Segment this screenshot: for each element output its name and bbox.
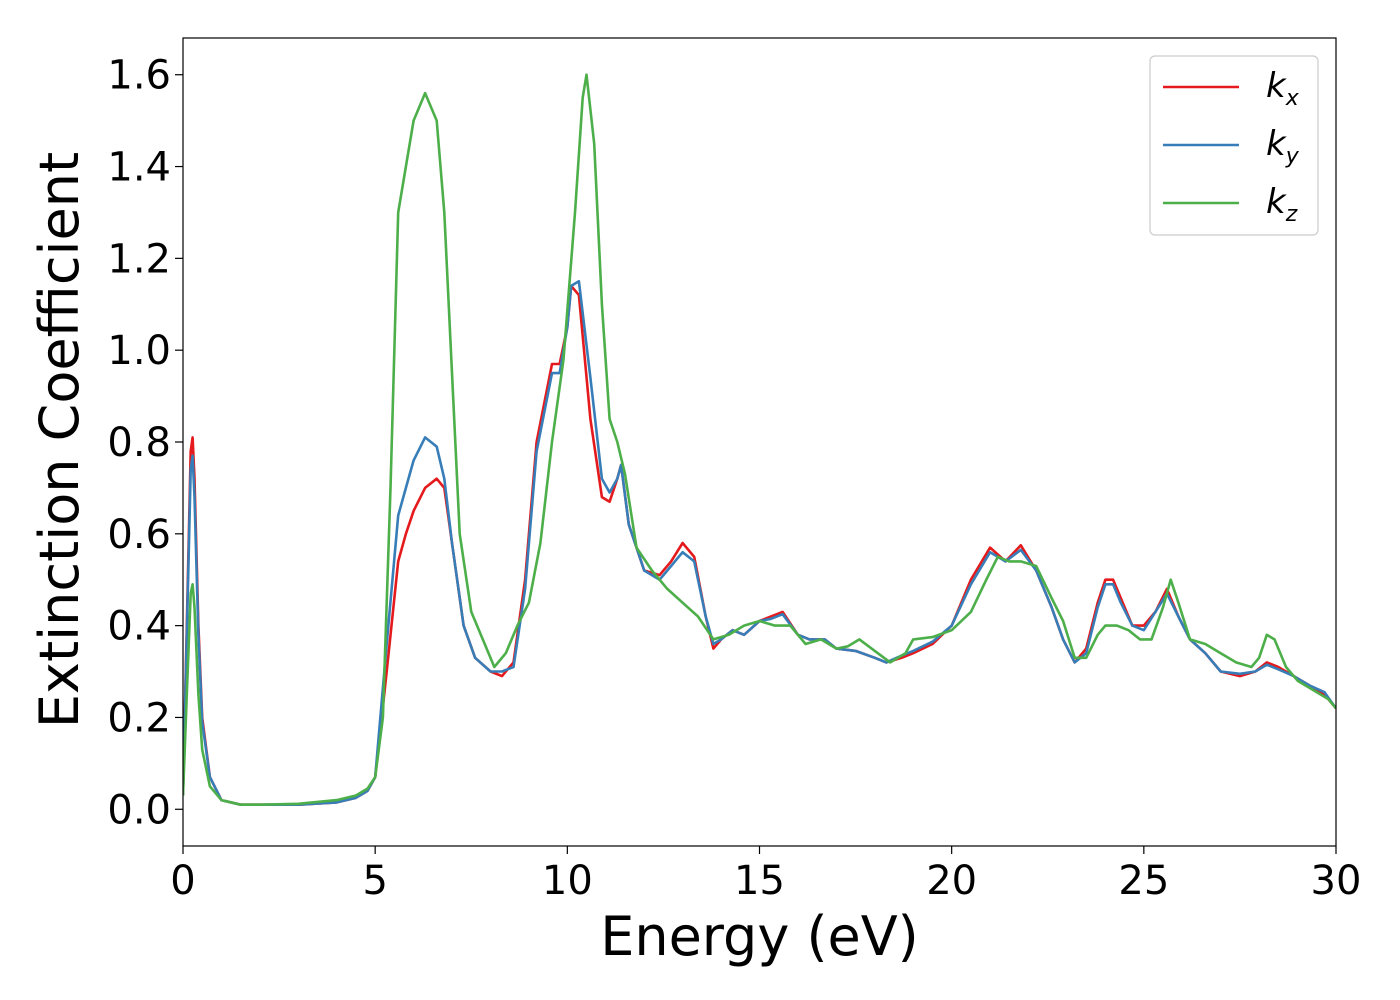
y-axis-label: Extinction Coefficient [28,152,91,728]
x-tick-label: 0 [170,858,195,904]
y-tick-label: 0.0 [107,787,171,833]
x-axis-label: Energy (eV) [600,905,919,968]
legend-label: ky [1266,124,1300,169]
x-tick-label: 15 [734,858,785,904]
x-tick-label: 20 [926,858,977,904]
series-line-k-y [183,280,1336,806]
y-tick-label: 1.2 [107,236,171,282]
y-tick-label: 0.4 [107,604,171,650]
x-tick-label: 25 [1118,858,1169,904]
x-tick-label: 30 [1311,858,1362,904]
y-tick-label: 0.8 [107,420,171,466]
x-tick-label: 5 [362,858,387,904]
y-tick-label: 1.4 [107,145,171,191]
series-line-k-x [183,284,1336,806]
y-axis: 0.0 0.2 0.4 0.6 0.8 1.0 1.2 1.4 1.6 [107,53,183,833]
legend: kx ky kz [1149,55,1319,236]
legend-label: kz [1266,182,1298,227]
y-tick-label: 0.6 [107,512,171,558]
legend-label: kx [1266,66,1300,111]
y-tick-label: 1.6 [107,53,171,99]
x-tick-label: 10 [542,858,593,904]
y-tick-label: 0.2 [107,695,171,741]
y-tick-label: 1.0 [107,328,171,374]
series-line-k-z [183,73,1336,806]
series-layer [183,73,1336,806]
x-axis: 0 5 10 15 20 25 30 [170,846,1361,904]
